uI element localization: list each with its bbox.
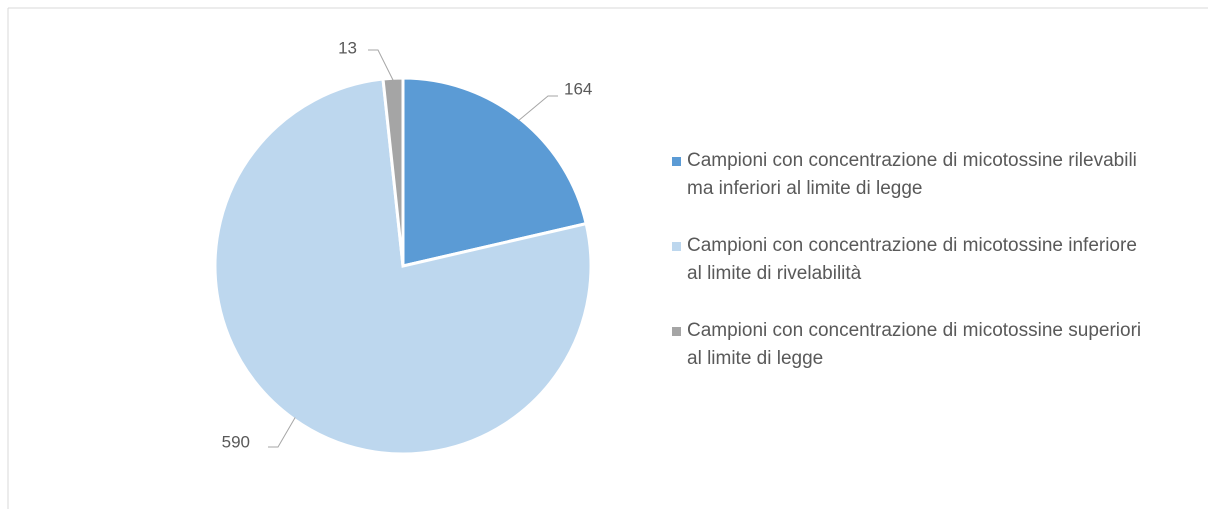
legend-swatch — [672, 242, 681, 251]
leader-line — [518, 95, 558, 121]
legend-item: Campioni con concentrazione di micotossi… — [672, 232, 1152, 288]
legend-label: Campioni con concentrazione di micotossi… — [687, 235, 1137, 284]
legend-swatch — [672, 157, 681, 166]
data-label: 164 — [564, 79, 592, 98]
legend-label: Campioni con concentrazione di micotossi… — [687, 320, 1142, 369]
leader-line — [368, 49, 394, 81]
data-label: 13 — [338, 38, 357, 57]
pie-slice — [381, 76, 405, 267]
legend-label: Campioni con concentrazione di micotossi… — [687, 150, 1137, 199]
legend-item: Campioni con concentrazione di micotossi… — [672, 317, 1152, 373]
data-label: 590 — [222, 432, 250, 451]
leader-line — [268, 417, 296, 448]
legend-swatch — [672, 327, 681, 336]
legend-item: Campioni con concentrazione di micotossi… — [672, 147, 1152, 203]
